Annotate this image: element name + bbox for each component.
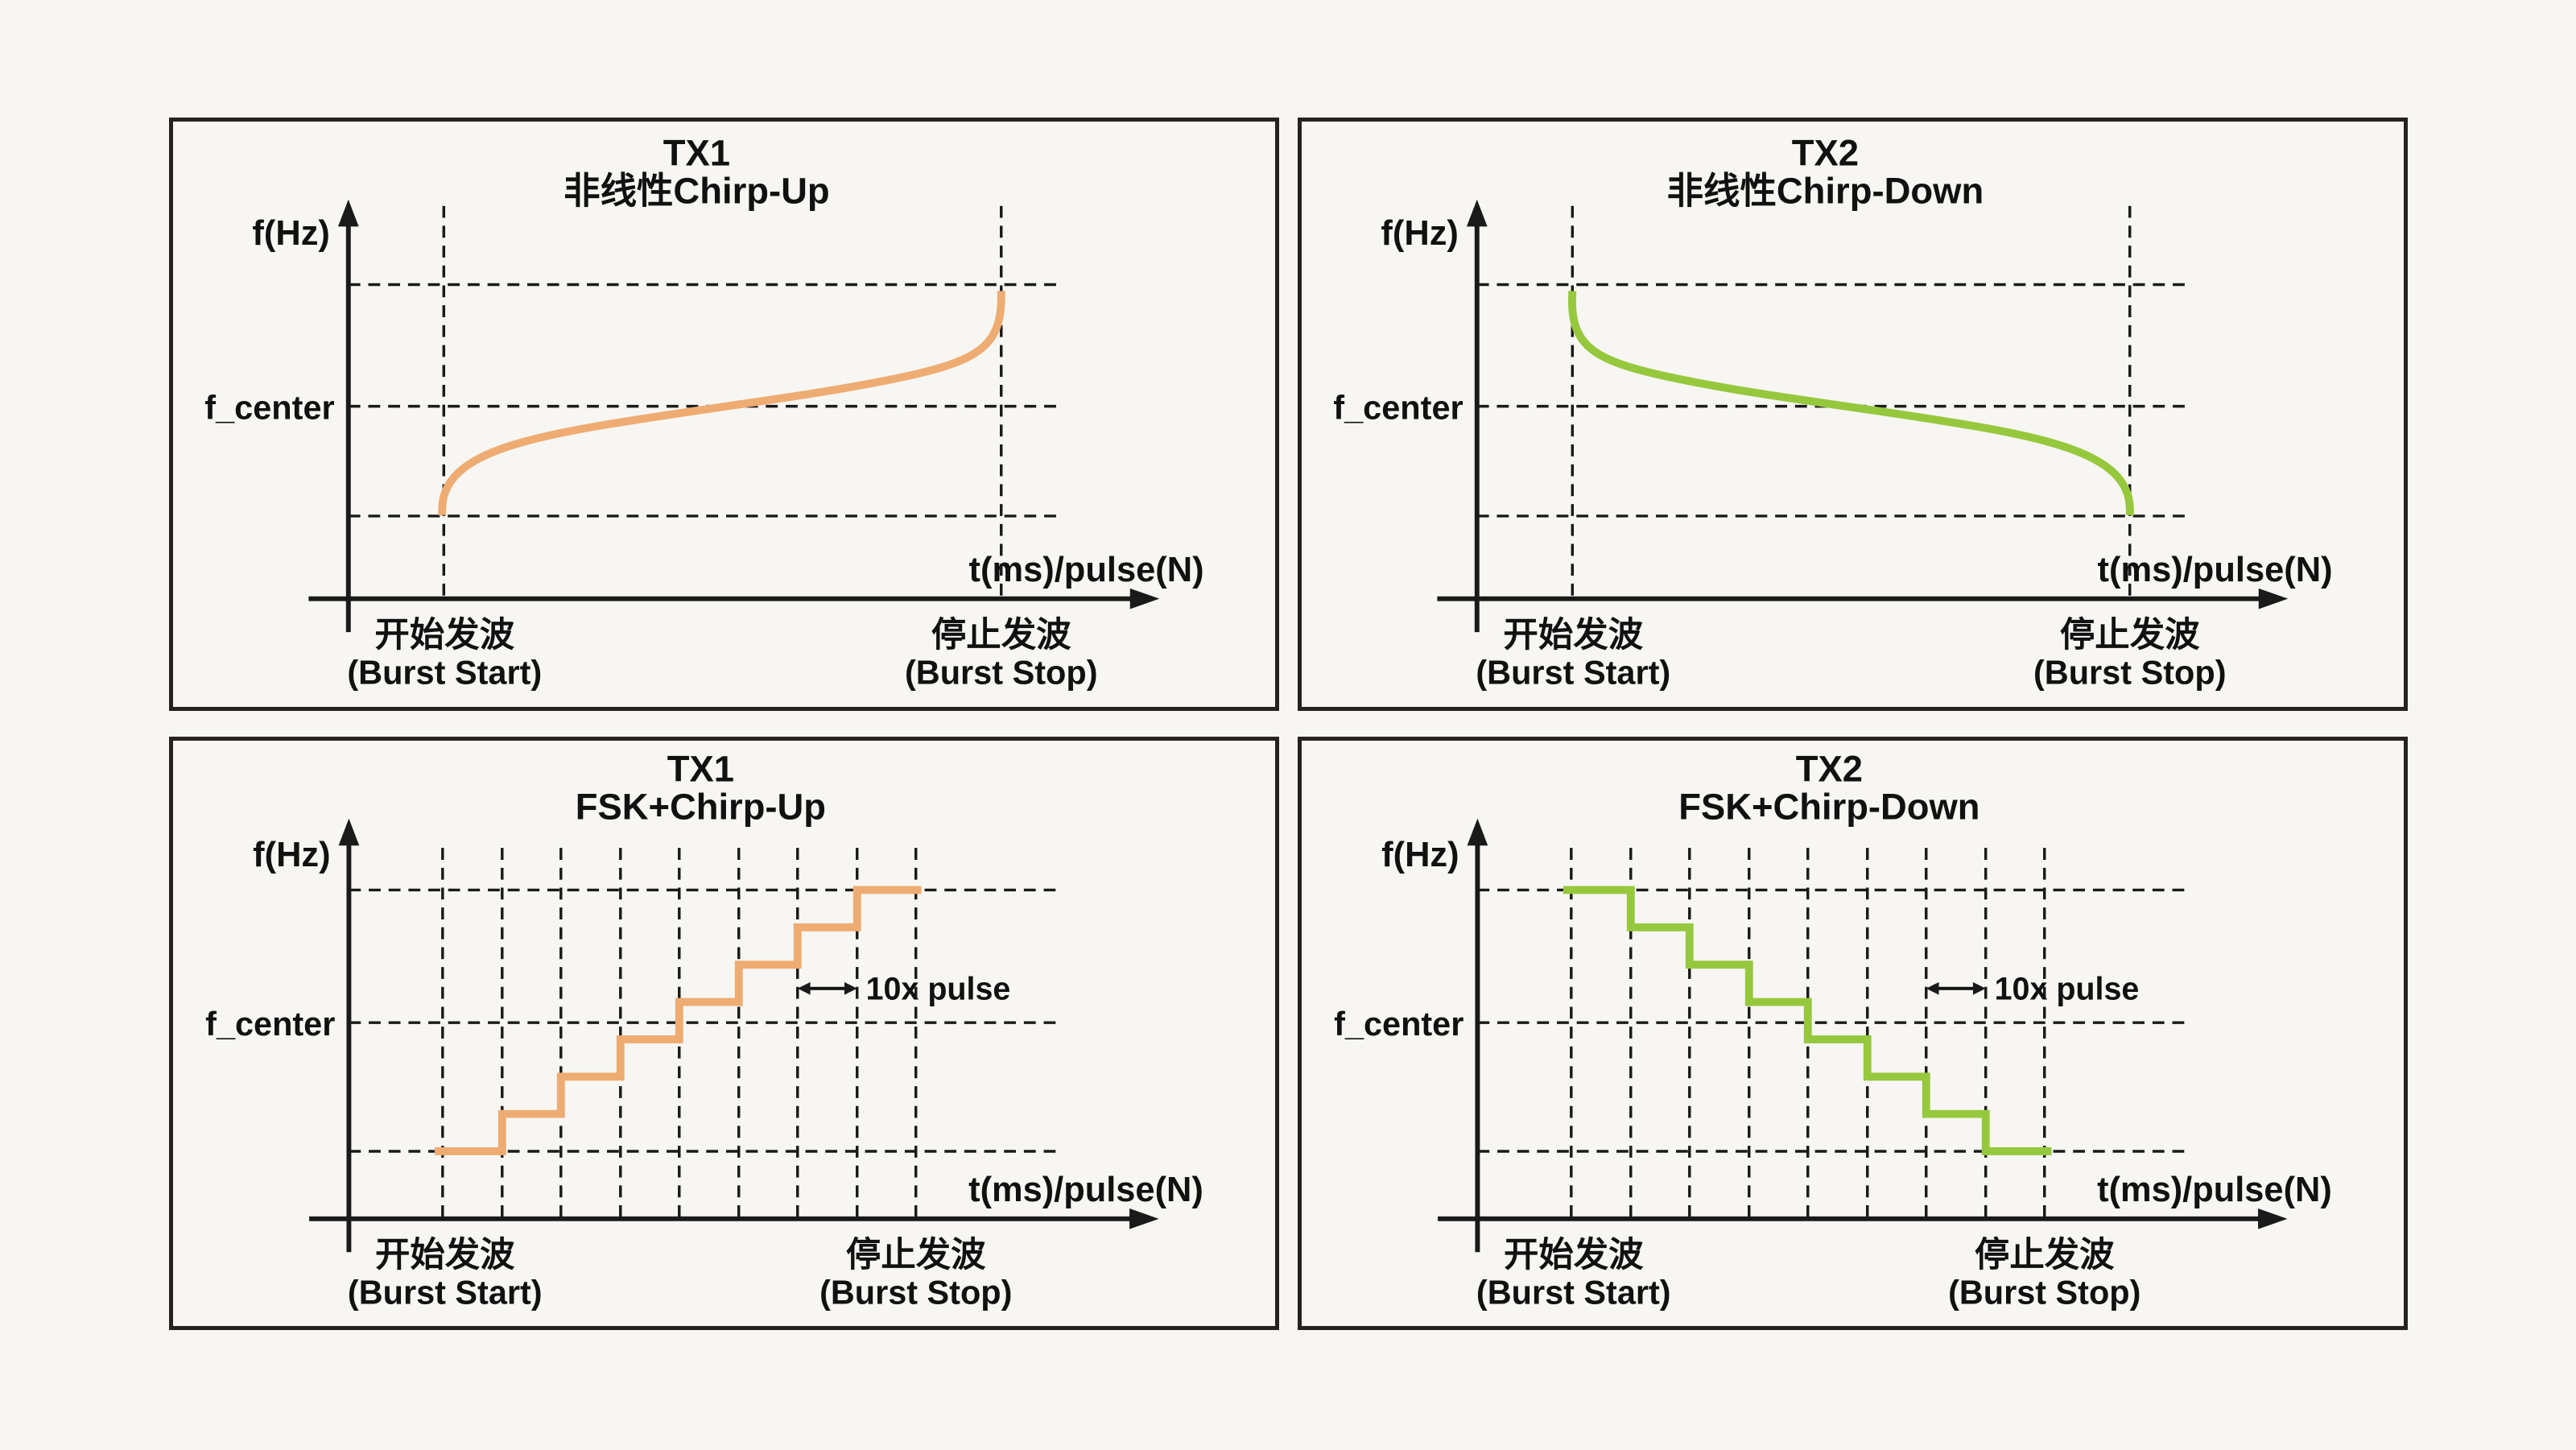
y-axis-label: f(Hz)	[1381, 214, 1459, 253]
x-axis-label: t(ms)/pulse(N)	[969, 551, 1204, 589]
burst-start-label-zh: 开始发波	[375, 1236, 515, 1274]
pulse-width-annotation: 10x pulse	[797, 972, 1011, 1007]
chart-tx2-nonlinear-chirp-down: TX2 非线性Chirp-Down f(Hz) f_center t(ms)/p…	[1333, 132, 2333, 691]
arrow-right-icon	[844, 981, 857, 995]
burst-stop-label-en: (Burst Stop)	[905, 653, 1098, 691]
x-axis-arrow-icon	[2258, 588, 2289, 609]
y-axis-arrow-icon	[338, 818, 360, 846]
burst-stop-label-zh: 停止发波	[931, 616, 1071, 655]
chirp-down-curve	[1567, 291, 2134, 516]
f-center-label: f_center	[1333, 388, 1463, 426]
panel-title-line1: TX1	[667, 748, 734, 789]
x-axis-label: t(ms)/pulse(N)	[968, 1171, 1203, 1209]
panel-title-line2: 非线性Chirp-Down	[1667, 171, 1984, 212]
arrow-left-icon	[1926, 981, 1939, 995]
panel-tx1-nonlinear-chirp-up: TX1 非线性Chirp-Up f(Hz) f_center t(ms)/pul…	[169, 118, 1279, 711]
chart-tx1-fsk-chirp-up: TX1 FSK+Chirp-Up 10x pulse f(Hz)	[205, 748, 1203, 1311]
f-center-label: f_center	[204, 388, 334, 426]
panel-title-line2: FSK+Chirp-Up	[576, 787, 826, 828]
burst-start-label-zh: 开始发波	[1504, 1236, 1644, 1274]
y-axis-label: f(Hz)	[253, 836, 330, 874]
x-axis-arrow-icon	[1129, 1208, 1159, 1229]
x-axis-label: t(ms)/pulse(N)	[2098, 551, 2333, 589]
x-axis-arrow-icon	[2258, 1208, 2288, 1229]
fsk-up-staircase	[434, 886, 922, 1155]
burst-start-label-en: (Burst Start)	[348, 1273, 543, 1311]
burst-stop-label-zh: 停止发波	[2060, 616, 2200, 655]
x-axis-label: t(ms)/pulse(N)	[2097, 1171, 2332, 1209]
burst-stop-label-zh: 停止发波	[1975, 1236, 2115, 1274]
y-axis-arrow-icon	[1467, 818, 1488, 846]
fsk-down-staircase	[1563, 886, 2052, 1155]
panel-tx2-nonlinear-chirp-down: TX2 非线性Chirp-Down f(Hz) f_center t(ms)/p…	[1298, 118, 2408, 711]
chirp-up-curve	[438, 291, 1005, 516]
y-axis-arrow-icon	[337, 199, 359, 227]
burst-stop-label-en: (Burst Stop)	[1948, 1273, 2140, 1311]
y-axis-label: f(Hz)	[1381, 836, 1459, 874]
burst-start-label-en: (Burst Start)	[347, 653, 542, 691]
pulse-width-label: 10x pulse	[1995, 972, 2140, 1007]
panel-title-line2: 非线性Chirp-Up	[564, 171, 830, 212]
panel-title-line1: TX2	[1792, 132, 1859, 173]
burst-stop-label-en: (Burst Stop)	[819, 1273, 1012, 1311]
burst-start-label-en: (Burst Start)	[1476, 653, 1670, 691]
x-axis-arrow-icon	[1129, 588, 1160, 609]
panel-title-line2: FSK+Chirp-Down	[1678, 787, 1979, 828]
arrow-right-icon	[1972, 981, 1986, 995]
chart-tx1-nonlinear-chirp-up: TX1 非线性Chirp-Up f(Hz) f_center t(ms)/pul…	[204, 132, 1204, 691]
f-center-label: f_center	[205, 1005, 335, 1043]
pulse-gridlines	[1570, 848, 2046, 1219]
panel-tx2-fsk-chirp-down: TX2 FSK+Chirp-Down 10x pulse f(Hz)	[1298, 737, 2408, 1330]
chart-tx2-fsk-chirp-down: TX2 FSK+Chirp-Down 10x pulse f(Hz)	[1334, 748, 2332, 1311]
burst-stop-label-en: (Burst Stop)	[2033, 653, 2227, 691]
panel-tx1-fsk-chirp-up: TX1 FSK+Chirp-Up 10x pulse f(Hz)	[169, 737, 1279, 1330]
pulse-width-label: 10x pulse	[866, 972, 1011, 1007]
y-axis-label: f(Hz)	[252, 214, 330, 253]
burst-stop-label-zh: 停止发波	[846, 1236, 986, 1274]
f-center-label: f_center	[1334, 1005, 1463, 1043]
burst-start-label-en: (Burst Start)	[1476, 1273, 1671, 1311]
burst-start-label-zh: 开始发波	[1503, 616, 1643, 655]
panel-title-line1: TX1	[663, 132, 730, 173]
burst-start-label-zh: 开始发波	[374, 616, 514, 655]
arrow-left-icon	[797, 981, 811, 995]
pulse-width-annotation: 10x pulse	[1926, 972, 2140, 1007]
panel-title-line1: TX2	[1796, 748, 1863, 789]
y-axis-arrow-icon	[1466, 199, 1488, 227]
